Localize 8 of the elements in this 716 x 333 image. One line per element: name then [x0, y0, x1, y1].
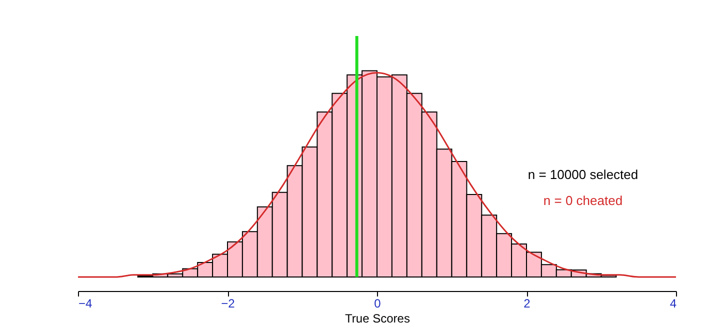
- annotation: n = 10000 selected: [528, 167, 638, 182]
- x-tick-label: 4: [670, 296, 677, 310]
- x-axis-title: True Scores: [345, 312, 410, 326]
- x-tick-label: −2: [221, 296, 236, 310]
- annotation: n = 0 cheated: [543, 193, 623, 208]
- x-tick-label: 2: [524, 296, 531, 310]
- x-tick-label: 0: [374, 296, 382, 310]
- x-tick-label: −4: [78, 296, 93, 310]
